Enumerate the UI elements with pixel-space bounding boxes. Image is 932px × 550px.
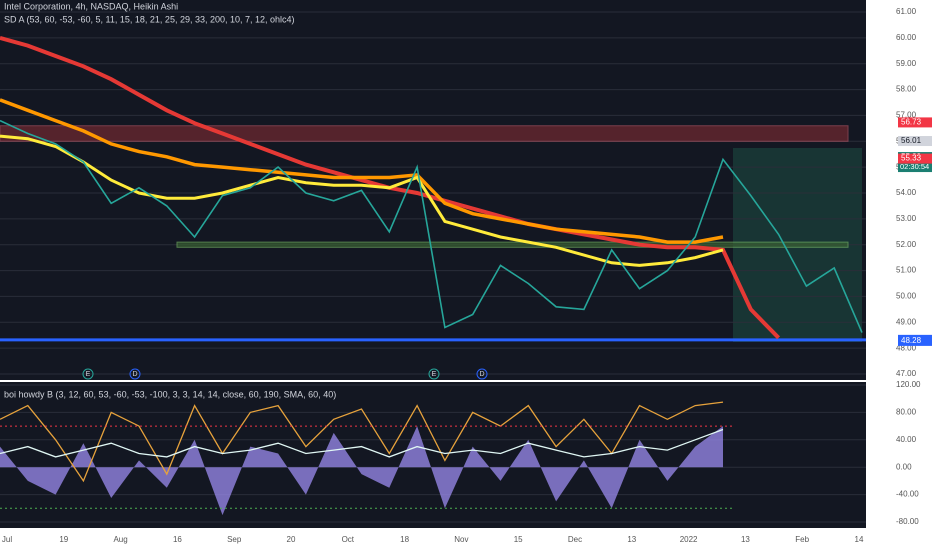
price-tag-label: 55.33 [901,154,922,163]
y-tick-label: 57.00 [896,111,917,120]
event-badge [428,368,440,380]
y-tick-label: 59.00 [896,59,917,68]
signal-line [0,401,724,483]
y-tick-label: 47.00 [896,369,917,378]
money-flow-line [0,428,724,458]
x-tick-label: Feb [795,535,809,544]
x-tick-label: 2022 [680,535,698,544]
price-tag-label: 56.01 [901,136,922,145]
y-tick-label: 50.00 [896,292,917,301]
x-tick-label: 16 [173,535,182,544]
x-tick-label: 19 [59,535,68,544]
oscillator-panel [0,382,866,528]
y-tick-label: 40.00 [896,435,917,444]
oscillator-title: boi howdy B (3, 12, 60, 53, -60, -53, -1… [4,389,336,399]
y-tick-label: 51.00 [896,266,917,275]
event-label: D [132,371,137,378]
price-line [0,119,863,333]
y-tick-label: 52.00 [896,240,917,249]
price-tag-label: 48.28 [901,336,922,345]
x-tick-label: 18 [400,535,409,544]
y-tick-label: 60.00 [896,33,917,42]
wave-area [0,426,723,516]
x-tick-label: Aug [113,535,127,544]
y-tick-label: 53.00 [896,214,917,223]
y-tick-label: 80.00 [896,408,917,417]
ma-yellow-line [0,134,724,267]
x-tick-label: Sep [227,535,242,544]
x-tick-label: Nov [454,535,468,544]
event-label: E [432,371,437,378]
event-badge [82,368,94,380]
x-tick-label: 13 [627,535,636,544]
x-tick-label: Jul [2,535,12,544]
x-tick-label: Oct [342,535,355,544]
ma-orange-line [0,98,724,244]
y-tick-label: 0.00 [896,462,912,471]
y-tick-label: -40.00 [896,490,919,499]
y-tick-label: 48.00 [896,343,917,352]
y-tick-label: 54.00 [896,188,917,197]
resistance-zone [0,125,849,142]
price-tag [898,136,932,147]
x-tick-label: 15 [514,535,523,544]
x-tick-label: Dec [568,535,582,544]
chart-title: Intel Corporation, 4h, NASDAQ, Heikin As… [4,1,178,11]
y-tick-label: 61.00 [896,7,917,16]
price-tag [898,117,932,128]
y-tick-label: 120.00 [896,380,921,389]
y-tick-label: 58.00 [896,85,917,94]
y-tick-label: 49.00 [896,317,917,326]
price-tag-label: 56.73 [901,118,922,127]
countdown-tag [898,162,932,173]
event-badge [476,368,488,380]
price-tag [898,153,932,164]
indicator-title: SD A (53, 60, -53, -60, 5, 11, 15, 18, 2… [4,14,295,24]
y-tick-label: -80.00 [896,517,919,526]
countdown-label: 02:30:54 [900,162,929,171]
x-tick-label: 20 [287,535,296,544]
support-zone [176,241,849,248]
price-tag [898,335,932,346]
event-label: E [86,371,91,378]
x-tick-label: 14 [855,535,864,544]
event-badge [129,368,141,380]
x-tick-label: 13 [741,535,750,544]
event-label: D [479,371,484,378]
